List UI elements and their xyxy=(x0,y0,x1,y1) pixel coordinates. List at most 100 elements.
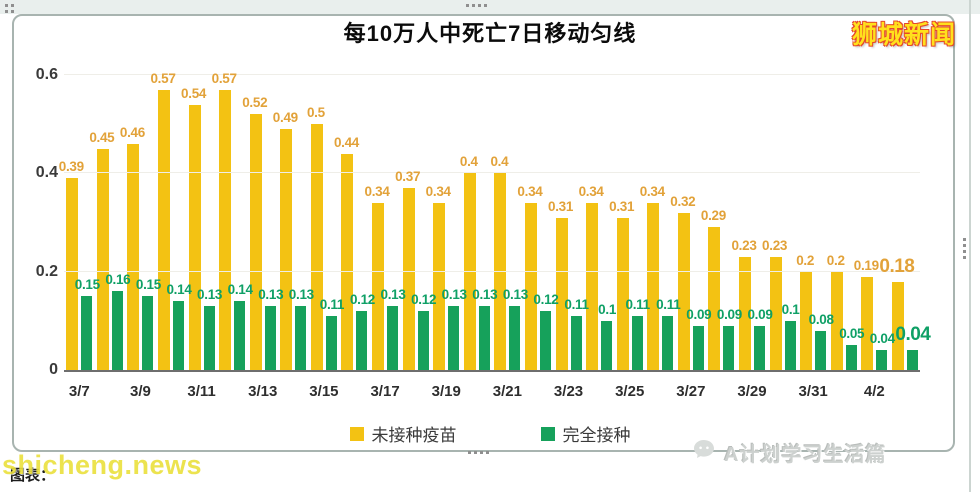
bar-group: 0.34 0.11 xyxy=(640,75,681,370)
legend-label-vaccinated: 完全接种 xyxy=(562,426,631,445)
drag-handle-top[interactable] xyxy=(466,4,487,7)
value-label-vaccinated: 0.1 xyxy=(598,301,617,317)
bar-group: 0.2 0.05 xyxy=(827,75,865,370)
bar-unvaccinated xyxy=(310,124,323,370)
bar-group: 0.57 0.14 xyxy=(150,71,192,370)
bar-group: 0.46 0.15 3/9 xyxy=(120,75,161,400)
bar-vaccinated xyxy=(692,325,704,370)
bar-unvaccinated xyxy=(96,148,109,370)
bar-group: 0.45 0.16 xyxy=(89,75,131,370)
x-axis-label: 4/2 xyxy=(863,383,885,400)
value-label-vaccinated: 0.09 xyxy=(747,306,773,322)
bar-vaccinated xyxy=(570,315,582,370)
bar-unvaccinated xyxy=(402,188,415,370)
chart-source-caption: 图表： xyxy=(10,467,56,484)
bar-unvaccinated xyxy=(188,104,201,370)
bar-unvaccinated xyxy=(677,212,690,370)
y-axis-label: 0.4 xyxy=(35,164,58,182)
bar-group: 0.18 0.04 xyxy=(879,75,931,370)
value-label-unvaccinated: 0.52 xyxy=(242,95,268,111)
bar-vaccinated xyxy=(387,306,399,370)
bar-unvaccinated xyxy=(800,271,813,370)
bar-unvaccinated xyxy=(219,89,232,370)
bar-vaccinated xyxy=(815,330,827,370)
bar-vaccinated xyxy=(845,345,857,370)
bar-vaccinated xyxy=(234,301,246,370)
page-margin-top xyxy=(0,0,980,14)
bar-group: 0.54 0.13 3/11 xyxy=(181,75,222,401)
bar-unvaccinated xyxy=(158,89,171,370)
legend-item: 未接种疫苗 xyxy=(349,421,457,446)
bar-unvaccinated xyxy=(830,271,843,370)
bar-unvaccinated xyxy=(708,227,721,370)
bar-unvaccinated xyxy=(861,276,874,370)
bar-vaccinated xyxy=(478,306,490,370)
y-axis: 0 0.2 0.4 0.6 xyxy=(16,66,58,378)
gridline xyxy=(64,172,920,174)
value-label-unvaccinated: 0.49 xyxy=(272,110,298,126)
x-axis-label: 3/23 xyxy=(553,383,584,400)
bar-group: 0.19 0.04 4/2 xyxy=(854,75,895,400)
plot-area: 0.39 0.15 3/7 0.45 0.16 0.46 0.15 3/9 0.57 0.14 0.… xyxy=(59,71,931,401)
legend-swatch-unvaccinated xyxy=(349,426,364,441)
bar-group: 0.4 0.13 xyxy=(459,75,498,370)
value-label-vaccinated: 0.13 xyxy=(380,287,406,303)
value-label-vaccinated: 0.11 xyxy=(656,296,681,312)
bar-group: 0.31 0.11 3/25 xyxy=(609,75,650,400)
drag-handle-top-left[interactable] xyxy=(5,4,14,13)
bar-vaccinated xyxy=(356,311,368,370)
gridline xyxy=(64,270,920,272)
x-axis-label: 3/7 xyxy=(68,383,90,400)
bar-vaccinated xyxy=(448,306,460,370)
value-label-vaccinated: 0.13 xyxy=(197,287,223,303)
bar-group: 0.34 0.13 3/17 xyxy=(365,75,406,400)
watermark-right: A计划学习生活篇 xyxy=(692,438,886,467)
y-axis-label: 0.2 xyxy=(35,262,58,280)
bar-unvaccinated xyxy=(647,202,660,370)
value-label-unvaccinated: 0.57 xyxy=(150,70,176,86)
bar-unvaccinated xyxy=(341,153,354,370)
value-label-vaccinated: 0.13 xyxy=(502,287,528,303)
value-label-unvaccinated: 0.32 xyxy=(670,193,696,209)
value-label-unvaccinated: 0.4 xyxy=(459,154,478,170)
bar-group: 0.23 0.09 3/29 xyxy=(731,75,772,400)
drag-handle-bottom[interactable] xyxy=(468,451,489,454)
value-label-vaccinated: 0.09 xyxy=(686,306,712,322)
bar-group: 0.4 0.13 3/21 xyxy=(490,75,528,400)
value-label-unvaccinated: 0.4 xyxy=(490,154,509,170)
bar-unvaccinated xyxy=(616,217,629,370)
value-label-unvaccinated: 0.34 xyxy=(517,183,543,199)
value-label-vaccinated: 0.15 xyxy=(74,277,100,293)
x-axis-label: 3/27 xyxy=(676,383,706,400)
bar-unvaccinated xyxy=(372,202,385,370)
value-label-unvaccinated: 0.23 xyxy=(731,237,757,253)
bar-vaccinated xyxy=(601,320,613,370)
gridline xyxy=(64,74,920,75)
bar-vaccinated xyxy=(111,291,123,370)
drag-handle-right[interactable] xyxy=(963,238,966,259)
page-edge-line xyxy=(969,0,971,492)
bar-group: 0.39 0.15 3/7 xyxy=(59,75,100,400)
value-label-unvaccinated: 0.37 xyxy=(395,169,421,185)
bar-vaccinated xyxy=(417,311,429,370)
value-label-vaccinated: 0.05 xyxy=(839,326,865,342)
value-label-unvaccinated: 0.29 xyxy=(700,208,726,224)
value-label-unvaccinated: 0.31 xyxy=(547,198,574,214)
bar-vaccinated xyxy=(295,306,307,370)
bar-group: 0.57 0.14 xyxy=(212,71,253,370)
bar-group: 0.34 0.1 xyxy=(579,75,617,370)
bar-unvaccinated xyxy=(249,114,262,370)
bar-vaccinated xyxy=(631,315,643,370)
value-label-unvaccinated: 0.34 xyxy=(425,183,451,199)
legend: 未接种疫苗 完全接种 xyxy=(60,421,920,446)
value-label-vaccinated: 0.11 xyxy=(564,296,589,312)
bar-vaccinated xyxy=(173,301,185,370)
bar-vaccinated xyxy=(539,311,551,370)
value-label-vaccinated: 0.13 xyxy=(288,287,314,303)
bar-group: 0.31 0.11 3/23 xyxy=(548,75,589,400)
value-label-unvaccinated: 0.31 xyxy=(609,198,635,214)
bar-unvaccinated xyxy=(555,217,568,370)
bar-vaccinated xyxy=(784,320,796,370)
watermark-shicheng: shicheng.news xyxy=(2,450,203,480)
bar-vaccinated xyxy=(876,350,888,370)
